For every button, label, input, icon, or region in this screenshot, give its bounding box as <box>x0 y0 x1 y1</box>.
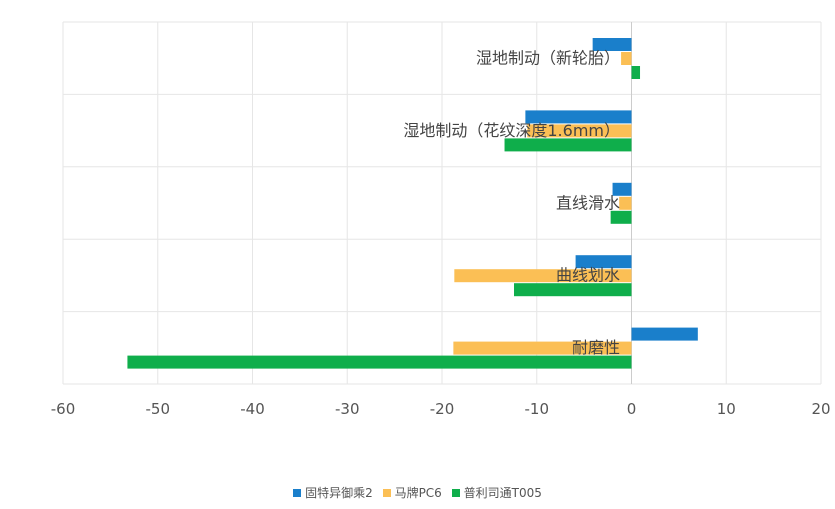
x-tick-label: -10 <box>525 400 550 418</box>
x-tick-label: -30 <box>335 400 360 418</box>
bar <box>631 66 641 79</box>
category-label: 湿地制动（花纹深度1.6mm） <box>403 121 620 140</box>
legend-label: 固特异御乘2 <box>305 486 373 500</box>
x-tick-label: 20 <box>811 400 830 418</box>
x-tick-label: 10 <box>717 400 736 418</box>
legend-swatch <box>293 489 302 497</box>
category-label: 直线滑水 <box>556 193 620 212</box>
bar <box>619 196 632 210</box>
bar <box>592 38 632 51</box>
bar <box>631 327 698 341</box>
category-label: 曲线划水 <box>556 266 620 285</box>
x-tick-label: -50 <box>146 400 171 418</box>
legend-label: 马牌PC6 <box>394 486 442 500</box>
category-label: 耐磨性 <box>572 338 620 357</box>
x-tick-label: -60 <box>51 400 76 418</box>
bar <box>127 355 632 369</box>
x-tick-label: -20 <box>430 400 455 418</box>
bar-chart: -60 -50 -40 -30 -20 -10 0 10 20 湿地制动（新轮胎） 湿地制动（花纹深… <box>51 21 831 418</box>
legend-label: 普利司通T005 <box>463 486 542 500</box>
bar <box>575 255 632 269</box>
bar <box>610 210 632 224</box>
bar <box>454 269 632 283</box>
x-tick-label: 0 <box>627 400 637 418</box>
legend-swatch <box>382 489 391 497</box>
legend-item[interactable]: 固特异御乘2 <box>293 486 373 500</box>
bar <box>514 283 632 297</box>
bar <box>525 110 632 124</box>
legend-swatch <box>451 489 460 497</box>
legend-item[interactable]: 普利司通T005 <box>451 486 542 500</box>
legend: 固特异御乘2 马牌PC6 普利司通T005 <box>0 484 835 501</box>
bar <box>453 341 632 355</box>
x-tick-label: -40 <box>240 400 265 418</box>
bar <box>612 182 632 196</box>
bar <box>621 52 632 65</box>
category-label: 湿地制动（新轮胎） <box>476 49 620 68</box>
legend-item[interactable]: 马牌PC6 <box>382 486 442 500</box>
bar <box>527 124 632 138</box>
bar <box>504 138 632 152</box>
